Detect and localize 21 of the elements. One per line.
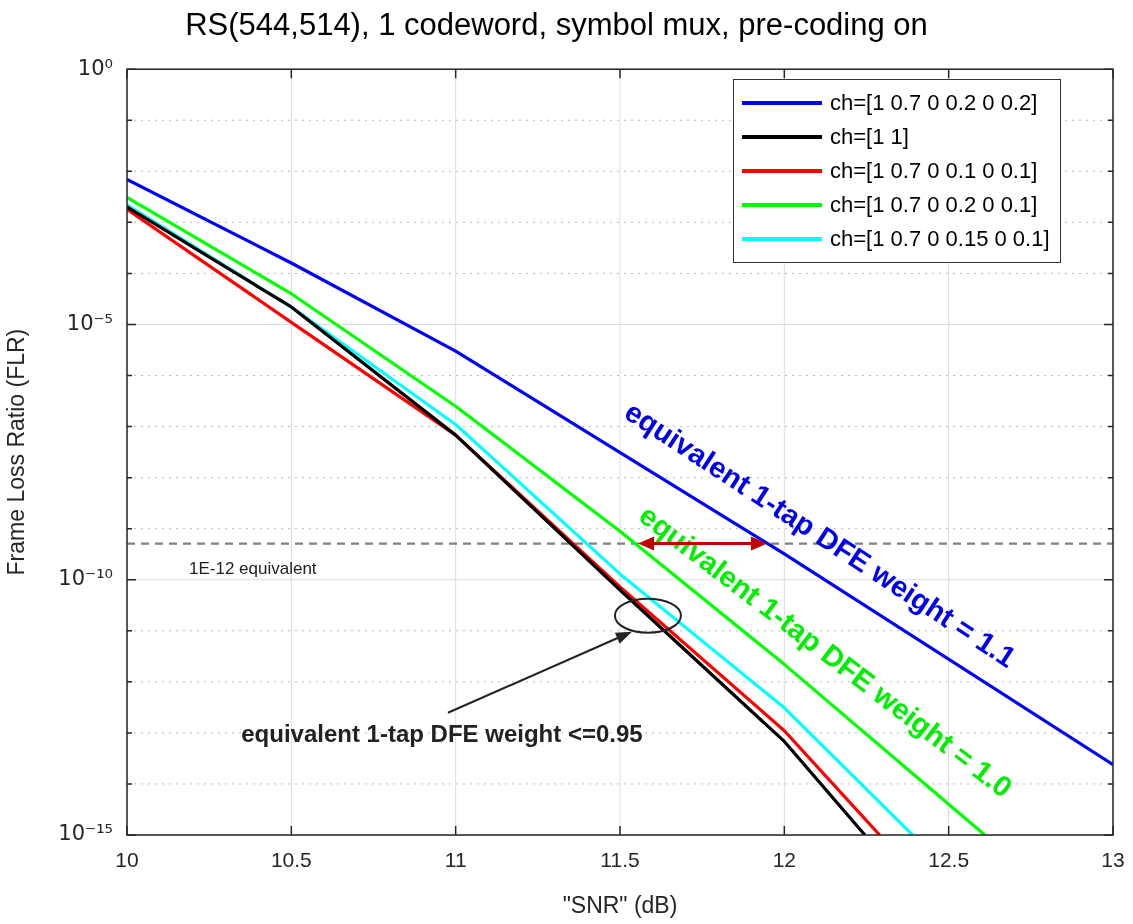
x-tick-label: 12 (772, 848, 797, 872)
chart-title: RS(544,514), 1 codeword, symbol mux, pre-coding on (185, 7, 928, 43)
x-tick-label: 13 (1101, 848, 1125, 872)
x-tick-label: 10.5 (270, 848, 312, 872)
legend-label: ch=[1 1] (830, 123, 909, 152)
ref-line-label: 1E-12 equivalent (189, 558, 317, 578)
x-axis-title: "SNR" (dB) (562, 891, 678, 918)
annotation: equivalent 1-tap DFE weight <=0.95 (241, 720, 643, 748)
legend-label: ch=[1 0.7 0 0.2 0 0.1] (830, 191, 1038, 220)
x-tick-label: 10 (115, 848, 139, 872)
legend-label: ch=[1 0.7 0 0.2 0 0.2] (830, 89, 1038, 118)
legend-label: ch=[1 0.7 0 0.15 0 0.1] (830, 225, 1050, 254)
y-tick-label: 10⁻⁵ (66, 310, 113, 335)
y-axis-title: Frame Loss Ratio (FLR) (3, 328, 30, 576)
x-tick-label: 11 (444, 848, 467, 872)
x-tick-label: 12.5 (928, 848, 970, 872)
x-tick-label: 11.5 (600, 848, 640, 872)
y-tick-label: 10⁻¹⁵ (58, 821, 113, 846)
legend-label: ch=[1 0.7 0 0.1 0 0.1] (830, 157, 1038, 186)
y-tick-label: 10⁻¹⁰ (58, 566, 113, 591)
y-tick-label: 10⁰ (77, 55, 113, 80)
